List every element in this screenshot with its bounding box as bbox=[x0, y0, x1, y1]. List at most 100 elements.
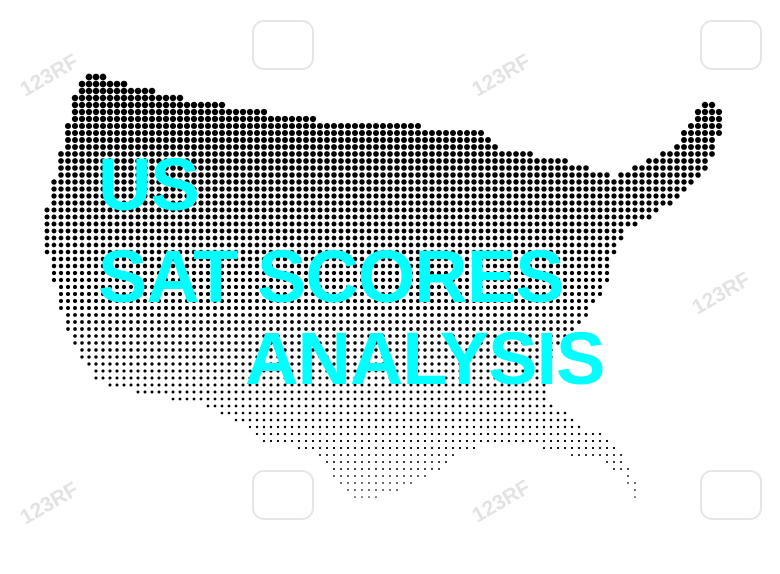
halftone-dot bbox=[549, 411, 553, 415]
halftone-dot bbox=[205, 207, 211, 213]
halftone-dot bbox=[374, 432, 378, 436]
halftone-dot bbox=[423, 299, 427, 303]
halftone-dot bbox=[101, 299, 105, 303]
halftone-dot bbox=[409, 369, 413, 373]
halftone-dot bbox=[93, 242, 99, 248]
halftone-dot bbox=[620, 468, 622, 470]
halftone-dot bbox=[492, 172, 498, 178]
halftone-dot bbox=[268, 200, 274, 206]
halftone-dot bbox=[612, 446, 616, 450]
halftone-dot bbox=[240, 179, 246, 185]
halftone-dot bbox=[332, 362, 336, 366]
halftone-dot bbox=[534, 221, 540, 227]
halftone-dot bbox=[107, 256, 113, 262]
halftone-dot bbox=[93, 284, 99, 290]
halftone-dot bbox=[148, 101, 156, 109]
halftone-dot bbox=[262, 299, 266, 303]
halftone-dot bbox=[486, 334, 490, 338]
halftone-dot bbox=[535, 383, 539, 387]
halftone-dot bbox=[107, 165, 113, 171]
halftone-dot bbox=[171, 334, 175, 338]
halftone-dot bbox=[226, 291, 232, 297]
halftone-dot bbox=[176, 108, 184, 116]
halftone-dot bbox=[465, 425, 469, 429]
halftone-dot bbox=[268, 207, 274, 213]
halftone-dot bbox=[701, 129, 709, 137]
halftone-dot bbox=[409, 355, 413, 359]
halftone-dot bbox=[590, 270, 596, 276]
halftone-dot bbox=[548, 221, 554, 227]
halftone-dot bbox=[114, 249, 120, 255]
halftone-dot bbox=[148, 115, 156, 123]
halftone-dot bbox=[387, 207, 393, 213]
halftone-dot bbox=[360, 418, 364, 422]
halftone-dot bbox=[318, 341, 322, 345]
halftone-dot bbox=[86, 172, 92, 178]
halftone-dot bbox=[58, 284, 64, 290]
halftone-dot bbox=[451, 446, 455, 450]
halftone-dot bbox=[415, 158, 421, 164]
halftone-dot bbox=[346, 362, 350, 366]
halftone-dot bbox=[311, 425, 315, 429]
halftone-dot bbox=[269, 320, 273, 324]
halftone-dot bbox=[283, 411, 287, 415]
halftone-dot bbox=[65, 193, 71, 199]
halftone-dot bbox=[206, 320, 210, 324]
halftone-dot bbox=[563, 446, 567, 450]
halftone-dot bbox=[58, 270, 64, 276]
halftone-dot bbox=[226, 242, 232, 248]
halftone-dot bbox=[416, 432, 420, 436]
halftone-dot bbox=[507, 397, 511, 401]
halftone-dot bbox=[108, 313, 112, 317]
halftone-dot bbox=[444, 320, 448, 324]
halftone-dot bbox=[260, 108, 268, 116]
halftone-dot bbox=[458, 306, 462, 310]
halftone-dot bbox=[324, 158, 330, 164]
halftone-dot bbox=[184, 214, 190, 220]
halftone-dot bbox=[471, 137, 477, 143]
halftone-dot bbox=[220, 334, 224, 338]
halftone-dot bbox=[142, 193, 148, 199]
halftone-dot bbox=[471, 151, 477, 157]
halftone-dot bbox=[379, 122, 387, 130]
halftone-dot bbox=[597, 179, 603, 185]
halftone-dot bbox=[542, 306, 546, 310]
halftone-dot bbox=[646, 207, 652, 213]
halftone-dot bbox=[93, 291, 99, 297]
halftone-dot bbox=[514, 411, 518, 415]
halftone-dot bbox=[471, 256, 477, 262]
halftone-dot bbox=[310, 200, 316, 206]
halftone-dot bbox=[114, 263, 120, 269]
halftone-dot bbox=[276, 313, 280, 317]
halftone-dot bbox=[618, 193, 624, 199]
halftone-dot bbox=[429, 291, 435, 297]
halftone-dot bbox=[331, 291, 337, 297]
halftone-dot bbox=[549, 334, 553, 338]
halftone-dot bbox=[114, 214, 120, 220]
halftone-dot bbox=[184, 137, 190, 143]
halftone-dot bbox=[121, 228, 127, 234]
halftone-dot bbox=[450, 137, 456, 143]
halftone-dot bbox=[121, 249, 127, 255]
halftone-dot bbox=[506, 256, 512, 262]
halftone-dot bbox=[248, 313, 252, 317]
halftone-dot bbox=[437, 299, 441, 303]
halftone-dot bbox=[374, 404, 378, 408]
halftone-dot bbox=[296, 200, 302, 206]
halftone-dot bbox=[458, 404, 462, 408]
halftone-dot bbox=[604, 270, 610, 276]
halftone-dot bbox=[297, 439, 301, 443]
halftone-dot bbox=[402, 369, 406, 373]
halftone-dot bbox=[331, 214, 337, 220]
halftone-dot bbox=[366, 284, 372, 290]
halftone-dot bbox=[276, 348, 280, 352]
halftone-dot bbox=[486, 425, 490, 429]
halftone-dot bbox=[268, 179, 274, 185]
halftone-dot bbox=[262, 418, 266, 422]
halftone-dot bbox=[65, 214, 71, 220]
halftone-dot bbox=[381, 404, 385, 408]
halftone-dot bbox=[346, 397, 350, 401]
halftone-dot bbox=[310, 207, 316, 213]
halftone-dot bbox=[450, 277, 456, 283]
halftone-dot bbox=[121, 235, 127, 241]
